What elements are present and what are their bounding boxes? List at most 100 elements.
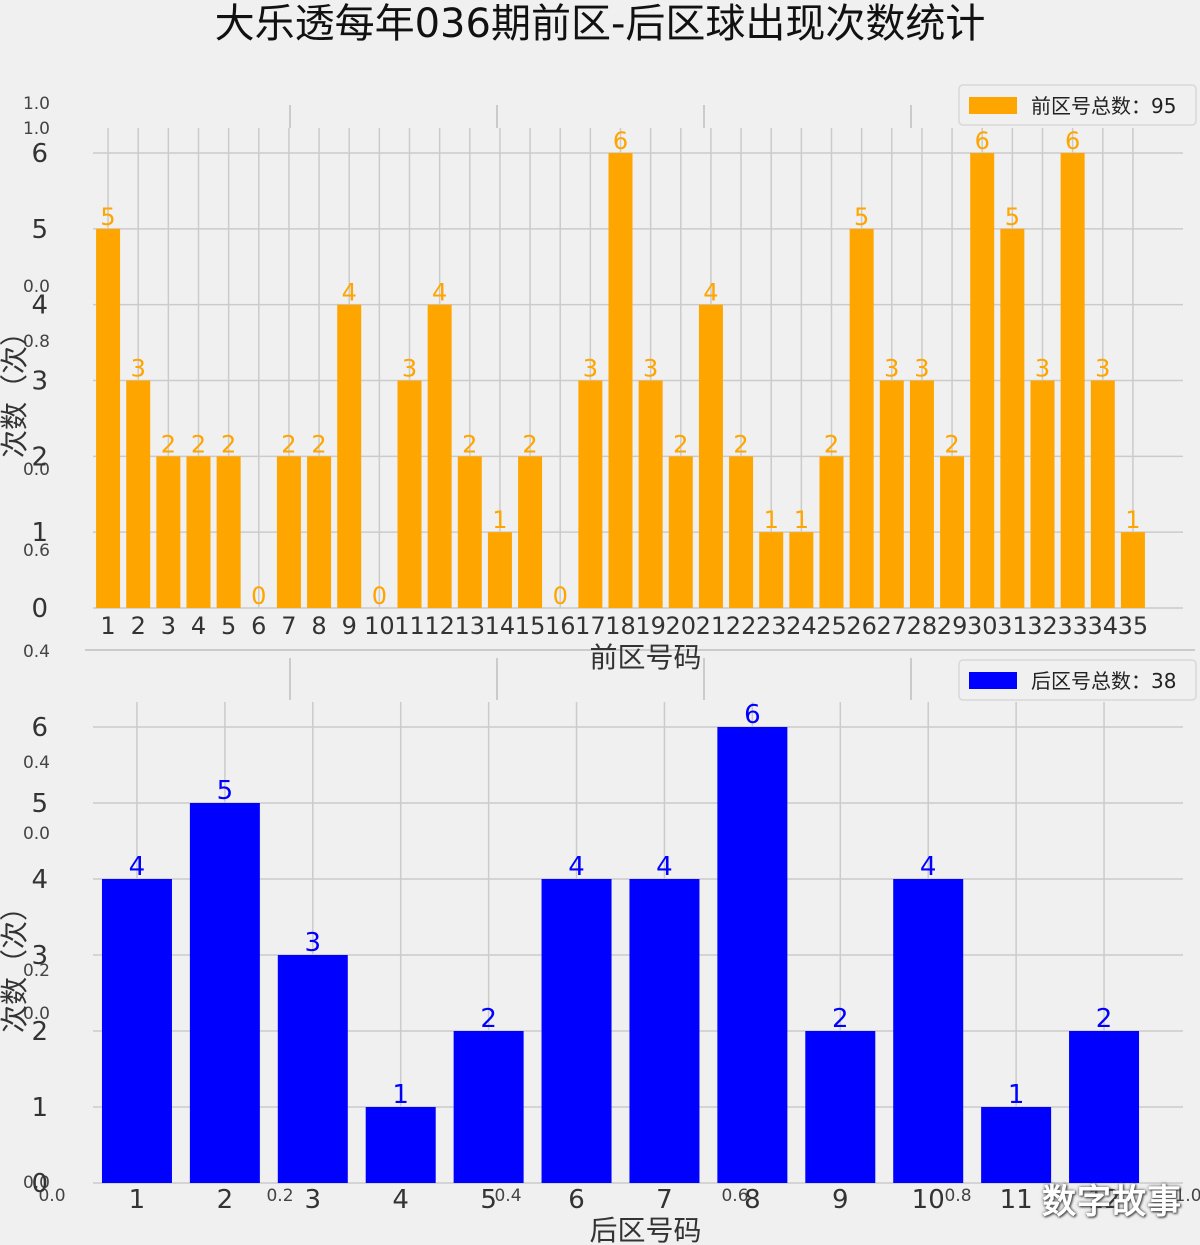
background-tick-label: 0.0: [23, 1173, 50, 1193]
front-bar: [849, 228, 874, 609]
front-x-tick-label: 1: [100, 612, 115, 640]
back-bar: [981, 1107, 1052, 1183]
background-tick-label: 0.0: [23, 1004, 50, 1024]
front-bar: [457, 456, 482, 608]
back-bar-value-label: 6: [744, 700, 761, 730]
front-bar-value-label: 1: [794, 506, 809, 534]
front-bar-value-label: 2: [522, 430, 537, 458]
front-bar: [970, 153, 995, 608]
front-x-tick-label: 21: [696, 612, 727, 640]
back-bar: [101, 879, 172, 1183]
background-tick-label: 0.6: [23, 541, 50, 561]
watermark-logo: 数字故事: [1042, 1182, 1182, 1222]
front-bar-value-label: 5: [1005, 203, 1020, 231]
front-bar-value-label: 3: [583, 355, 598, 383]
front-bar-value-label: 5: [854, 203, 869, 231]
front-bar-value-label: 1: [764, 506, 779, 534]
background-tick-label: 0.4: [494, 1186, 521, 1206]
back-bar-value-label: 5: [217, 776, 234, 806]
front-bar: [1090, 380, 1115, 608]
front-bar: [1000, 228, 1025, 609]
back-bar: [277, 955, 348, 1183]
front-bar: [1030, 380, 1055, 608]
front-bar-value-label: 1: [492, 506, 507, 534]
front-bar-value-label: 3: [914, 355, 929, 383]
front-bar-value-label: 3: [1035, 355, 1050, 383]
background-tick-label: 0.8: [23, 332, 50, 352]
front-bar-value-label: 4: [342, 279, 357, 307]
front-x-tick-label: 25: [816, 612, 847, 640]
front-x-tick-label: 31: [997, 612, 1028, 640]
front-x-tick-label: 13: [455, 612, 486, 640]
front-x-tick-label: 9: [342, 612, 357, 640]
back-bar-value-label: 2: [832, 1004, 849, 1034]
front-y-tick-label: 5: [31, 215, 48, 245]
back-bar-value-label: 1: [392, 1080, 409, 1110]
back-legend-box: [958, 659, 1197, 701]
front-x-tick-label: 33: [1057, 612, 1088, 640]
front-x-tick-label: 24: [786, 612, 817, 640]
background-tick-label: 0.6: [721, 1186, 748, 1206]
front-bar: [668, 456, 693, 608]
front-legend-box: [958, 84, 1197, 126]
front-bar-value-label: 2: [281, 430, 296, 458]
back-y-tick-label: 4: [31, 865, 48, 895]
back-x-tick-label: 10: [912, 1185, 945, 1215]
front-y-tick-label: 2: [31, 442, 48, 472]
back-bar: [541, 879, 612, 1183]
front-bar-value-label: 1: [1125, 506, 1140, 534]
front-x-tick-label: 34: [1088, 612, 1119, 640]
back-y-tick-label: 1: [31, 1093, 48, 1123]
front-bar-value-label: 0: [372, 582, 387, 610]
front-bar: [789, 532, 814, 608]
back-y-tick-label: 5: [31, 789, 48, 819]
front-x-tick-label: 17: [575, 612, 606, 640]
back-x-axis-label: 后区号码: [589, 1214, 701, 1245]
back-bar: [893, 879, 964, 1183]
back-bar: [1069, 1031, 1140, 1183]
front-x-axis-label: 前区号码: [589, 641, 701, 674]
back-bar-value-label: 4: [568, 852, 585, 882]
front-bar-value-label: 2: [462, 430, 477, 458]
back-bar-value-label: 4: [656, 852, 673, 882]
back-legend-label: 后区号总数：38: [1031, 669, 1176, 693]
front-bar-value-label: 2: [221, 430, 236, 458]
front-bar-value-label: 6: [613, 127, 628, 155]
back-bar: [365, 1107, 436, 1183]
back-y-tick-label: 3: [31, 941, 48, 971]
front-y-axis-label: 次数（次）: [0, 318, 31, 458]
background-tick-label: 0.8: [944, 1186, 971, 1206]
front-x-tick-label: 27: [877, 612, 908, 640]
front-x-tick-label: 14: [485, 612, 516, 640]
front-bar-value-label: 0: [251, 582, 266, 610]
front-bar: [1120, 532, 1145, 608]
front-x-tick-label: 2: [131, 612, 146, 640]
front-x-tick-label: 11: [394, 612, 425, 640]
front-legend-label: 前区号总数：95: [1031, 94, 1176, 118]
back-bar-value-label: 4: [920, 852, 937, 882]
background-tick-label: 0.0: [23, 277, 50, 297]
front-bar: [307, 456, 332, 608]
background-tick-label: 1.0: [1174, 1186, 1200, 1206]
front-bar-value-label: 2: [944, 430, 959, 458]
front-x-tick-label: 10: [364, 612, 395, 640]
front-bar-value-label: 6: [975, 127, 990, 155]
front-y-tick-label: 1: [31, 518, 48, 548]
back-x-tick-label: 5: [480, 1185, 497, 1215]
back-x-tick-label: 4: [392, 1185, 409, 1215]
front-bar-value-label: 2: [191, 430, 206, 458]
front-bar-value-label: 2: [733, 430, 748, 458]
front-x-tick-label: 35: [1118, 612, 1149, 640]
back-bar: [453, 1031, 524, 1183]
background-tick-label: 0.0: [23, 824, 50, 844]
back-x-tick-label: 9: [832, 1185, 849, 1215]
front-bar: [216, 456, 241, 608]
front-bar: [759, 532, 784, 608]
back-bar: [189, 803, 260, 1183]
back-x-tick-label: 7: [656, 1185, 673, 1215]
front-x-tick-label: 20: [666, 612, 697, 640]
front-x-tick-label: 19: [635, 612, 666, 640]
front-bar-value-label: 5: [100, 203, 115, 231]
front-x-tick-label: 32: [1027, 612, 1058, 640]
